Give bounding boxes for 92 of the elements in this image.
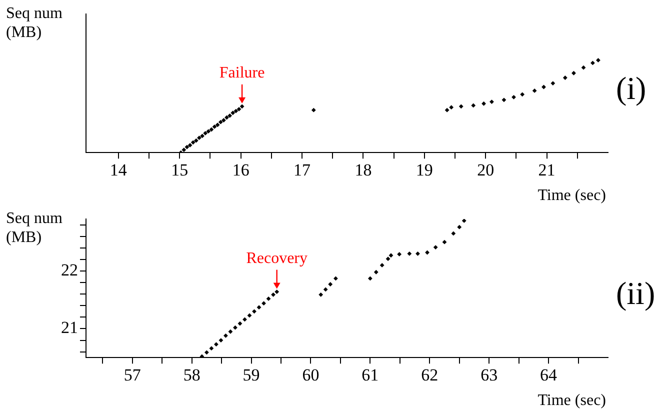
x-tick-label: 19: [416, 160, 433, 180]
point: [234, 108, 238, 114]
point: [209, 346, 214, 351]
point: [572, 70, 576, 76]
x-tick-label: 20: [477, 160, 494, 180]
x-tick-label: 57: [124, 365, 142, 384]
point: [407, 251, 412, 256]
point: [397, 252, 402, 256]
point: [256, 305, 262, 310]
point: [449, 105, 454, 110]
annotation: Recovery: [246, 250, 308, 267]
point: [323, 287, 328, 292]
annotation: Failure: [219, 64, 265, 82]
x-tick-label: 60: [302, 365, 320, 384]
point: [318, 292, 324, 297]
x-tick-label: 15: [171, 160, 188, 180]
point: [512, 94, 516, 100]
point: [457, 224, 462, 230]
text: (i): [616, 70, 646, 107]
y-axis-title: Seq num (MB): [6, 4, 64, 42]
x-tick-label: 58: [183, 365, 200, 384]
x-tick-label: 16: [232, 160, 250, 180]
point: [228, 113, 232, 118]
point: [368, 276, 372, 281]
point: [451, 231, 456, 236]
point: [532, 88, 537, 93]
x-axis-title: Time (sec): [538, 187, 606, 205]
point: [221, 118, 226, 122]
point: [442, 240, 447, 244]
x-axis-title: Time (sec): [538, 392, 606, 410]
x-tick-label: 64: [540, 365, 558, 384]
point: [502, 98, 506, 102]
point: [200, 134, 204, 138]
point: [218, 120, 223, 124]
point: [204, 350, 209, 355]
point: [271, 292, 276, 297]
point: [215, 122, 220, 128]
point: [203, 130, 208, 136]
x-tick-label: 63: [480, 365, 498, 384]
point: [562, 76, 568, 80]
point: [224, 333, 228, 338]
point: [581, 65, 586, 70]
point: [188, 143, 192, 148]
point: [416, 251, 420, 256]
point: [596, 58, 600, 62]
point: [214, 342, 218, 347]
point: [197, 136, 202, 140]
point: [386, 256, 390, 262]
x-tick-label: 14: [110, 160, 128, 180]
point: [380, 263, 384, 268]
point: [311, 108, 316, 112]
point: [236, 106, 242, 112]
x-tick-label: 61: [362, 365, 379, 384]
x-tick-label: 18: [354, 160, 372, 180]
point: [262, 301, 266, 306]
point: [240, 104, 244, 109]
point: [266, 296, 271, 301]
point: [471, 103, 476, 108]
point: [209, 127, 214, 132]
point: [230, 110, 236, 116]
point: [218, 338, 224, 342]
x-tick-label: 17: [294, 160, 312, 180]
point: [490, 100, 494, 104]
point: [328, 282, 333, 286]
point: [228, 329, 233, 334]
point: [444, 108, 450, 112]
point: [247, 313, 252, 318]
x-tick-label: 21: [538, 160, 556, 180]
point: [190, 140, 196, 145]
point: [590, 60, 595, 66]
text: (ii): [616, 275, 656, 312]
point: [194, 138, 198, 143]
point: [462, 219, 466, 223]
point: [550, 81, 556, 86]
point: [206, 129, 211, 134]
point: [238, 321, 242, 326]
point: [374, 270, 378, 274]
y-tick-label: 22: [61, 260, 78, 280]
point: [184, 144, 190, 150]
point: [252, 309, 256, 314]
point: [458, 104, 464, 109]
point: [433, 245, 438, 250]
y-axis-title: Seq num (MB): [6, 209, 64, 247]
point: [182, 148, 186, 152]
x-tick-label: 62: [421, 365, 438, 384]
point: [482, 101, 486, 106]
point: [233, 325, 238, 330]
point: [388, 253, 394, 258]
point: [520, 92, 525, 97]
point: [274, 290, 280, 294]
point: [334, 276, 338, 281]
x-tick-label: 59: [242, 365, 260, 384]
